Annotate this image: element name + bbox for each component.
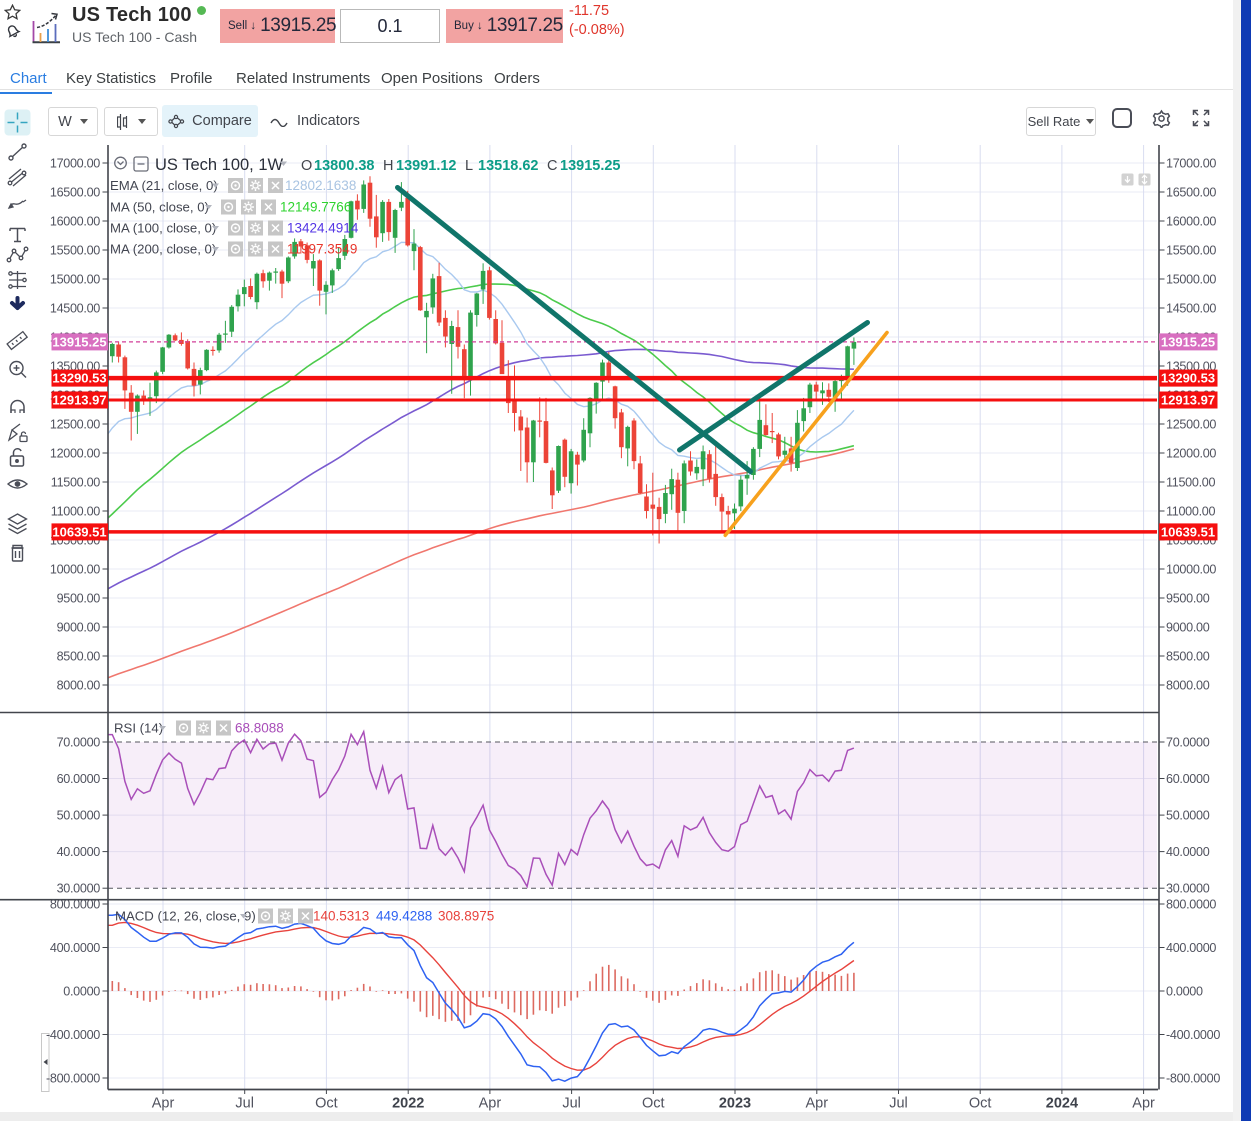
svg-text:60.0000: 60.0000 xyxy=(57,772,101,786)
svg-text:0.0000: 0.0000 xyxy=(1166,985,1203,999)
svg-text:Oct: Oct xyxy=(315,1096,338,1112)
svg-text:17000.00: 17000.00 xyxy=(1166,157,1216,171)
svg-text:Oct: Oct xyxy=(642,1096,665,1112)
svg-text:8500.00: 8500.00 xyxy=(57,650,101,664)
svg-text:68.8088: 68.8088 xyxy=(235,721,284,736)
svg-text:15500.00: 15500.00 xyxy=(1166,244,1216,258)
svg-text:-800.0000: -800.0000 xyxy=(46,1072,100,1086)
svg-text:MA (100, close, 0): MA (100, close, 0) xyxy=(110,221,216,236)
svg-text:30.0000: 30.0000 xyxy=(57,882,101,896)
svg-text:800.0000: 800.0000 xyxy=(1166,898,1216,912)
svg-text:2024: 2024 xyxy=(1046,1096,1078,1112)
svg-text:8000.00: 8000.00 xyxy=(1166,679,1210,693)
svg-text:15500.00: 15500.00 xyxy=(50,244,100,258)
svg-text:12913.97: 12913.97 xyxy=(52,393,106,408)
svg-text:9500.00: 9500.00 xyxy=(1166,592,1210,606)
svg-text:15000.00: 15000.00 xyxy=(1166,273,1216,287)
svg-text:10639.51: 10639.51 xyxy=(1161,525,1215,540)
svg-text:449.4288: 449.4288 xyxy=(376,909,432,924)
svg-text:12000.00: 12000.00 xyxy=(1166,447,1216,461)
svg-text:50.0000: 50.0000 xyxy=(1166,809,1210,823)
svg-text:10000.00: 10000.00 xyxy=(50,563,100,577)
svg-text:EMA (21, close, 0): EMA (21, close, 0) xyxy=(110,178,218,193)
svg-text:30.0000: 30.0000 xyxy=(1166,882,1210,896)
svg-text:400.0000: 400.0000 xyxy=(50,941,100,955)
svg-text:400.0000: 400.0000 xyxy=(1166,941,1216,955)
svg-text:308.8975: 308.8975 xyxy=(438,909,494,924)
svg-text:11997.3549: 11997.3549 xyxy=(287,242,357,257)
svg-text:16000.00: 16000.00 xyxy=(1166,215,1216,229)
svg-text:C: C xyxy=(547,158,557,174)
svg-text:L: L xyxy=(465,158,473,174)
svg-text:RSI (14): RSI (14) xyxy=(114,721,163,736)
svg-text:MA (200, close, 0): MA (200, close, 0) xyxy=(110,242,216,257)
svg-text:H: H xyxy=(383,158,393,174)
svg-text:13991.12: 13991.12 xyxy=(396,158,456,174)
svg-text:Apr: Apr xyxy=(152,1096,175,1112)
svg-text:11000.00: 11000.00 xyxy=(1166,505,1215,519)
svg-text:8000.00: 8000.00 xyxy=(57,679,101,693)
svg-text:MACD (12, 26, close, 9): MACD (12, 26, close, 9) xyxy=(115,909,256,924)
svg-text:40.0000: 40.0000 xyxy=(1166,845,1210,859)
svg-text:15000.00: 15000.00 xyxy=(50,273,100,287)
svg-text:12000.00: 12000.00 xyxy=(50,447,100,461)
svg-text:16000.00: 16000.00 xyxy=(50,215,100,229)
svg-text:60.0000: 60.0000 xyxy=(1166,772,1210,786)
svg-text:800.0000: 800.0000 xyxy=(50,898,100,912)
svg-text:-800.0000: -800.0000 xyxy=(1166,1072,1220,1086)
svg-text:13290.53: 13290.53 xyxy=(1161,371,1215,386)
svg-text:2022: 2022 xyxy=(392,1096,424,1112)
svg-text:13290.53: 13290.53 xyxy=(52,371,106,386)
svg-text:10000.00: 10000.00 xyxy=(1166,563,1216,577)
svg-text:16500.00: 16500.00 xyxy=(1166,186,1216,200)
svg-text:-400.0000: -400.0000 xyxy=(46,1028,100,1042)
svg-text:8500.00: 8500.00 xyxy=(1166,650,1210,664)
svg-text:16500.00: 16500.00 xyxy=(50,186,100,200)
svg-text:9000.00: 9000.00 xyxy=(57,621,101,635)
svg-text:Oct: Oct xyxy=(969,1096,992,1112)
svg-text:Jul: Jul xyxy=(562,1096,581,1112)
svg-text:140.5313: 140.5313 xyxy=(313,909,369,924)
svg-text:12802.1638: 12802.1638 xyxy=(285,178,356,193)
svg-text:50.0000: 50.0000 xyxy=(57,809,101,823)
svg-text:13915.25: 13915.25 xyxy=(560,158,620,174)
svg-text:0.0000: 0.0000 xyxy=(63,985,100,999)
svg-text:40.0000: 40.0000 xyxy=(57,845,101,859)
svg-text:11000.00: 11000.00 xyxy=(51,505,100,519)
svg-text:14500.00: 14500.00 xyxy=(1166,302,1216,316)
svg-text:9500.00: 9500.00 xyxy=(57,592,101,606)
svg-text:13915.25: 13915.25 xyxy=(52,335,106,350)
svg-text:14500.00: 14500.00 xyxy=(50,302,100,316)
svg-text:10639.51: 10639.51 xyxy=(52,525,106,540)
svg-text:12149.7766: 12149.7766 xyxy=(280,200,351,215)
svg-text:70.0000: 70.0000 xyxy=(1166,736,1210,750)
svg-text:12913.97: 12913.97 xyxy=(1161,393,1215,408)
svg-text:Apr: Apr xyxy=(806,1096,829,1112)
svg-text:2023: 2023 xyxy=(719,1096,751,1112)
svg-text:13518.62: 13518.62 xyxy=(478,158,538,174)
svg-text:12500.00: 12500.00 xyxy=(1166,418,1216,432)
svg-text:Apr: Apr xyxy=(479,1096,502,1112)
svg-text:MA (50, close, 0): MA (50, close, 0) xyxy=(110,200,209,215)
svg-text:12500.00: 12500.00 xyxy=(50,418,100,432)
svg-text:-400.0000: -400.0000 xyxy=(1166,1028,1220,1042)
svg-text:17000.00: 17000.00 xyxy=(50,157,100,171)
svg-text:Jul: Jul xyxy=(235,1096,254,1112)
svg-text:70.0000: 70.0000 xyxy=(57,736,101,750)
svg-text:Jul: Jul xyxy=(889,1096,908,1112)
svg-text:13800.38: 13800.38 xyxy=(314,158,374,174)
svg-text:11500.00: 11500.00 xyxy=(51,476,100,490)
svg-text:Apr: Apr xyxy=(1132,1096,1155,1112)
svg-text:US Tech 100, 1W: US Tech 100, 1W xyxy=(155,156,284,174)
svg-text:11500.00: 11500.00 xyxy=(1166,476,1215,490)
svg-text:13915.25: 13915.25 xyxy=(1161,335,1215,350)
svg-text:13424.4914: 13424.4914 xyxy=(287,221,359,236)
svg-text:9000.00: 9000.00 xyxy=(1166,621,1210,635)
svg-text:O: O xyxy=(301,158,312,174)
